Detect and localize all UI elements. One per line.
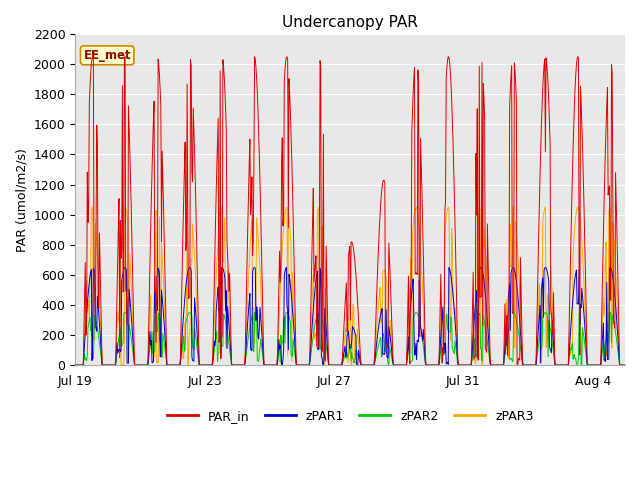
Title: Undercanopy PAR: Undercanopy PAR xyxy=(282,15,418,30)
Text: EE_met: EE_met xyxy=(83,49,131,62)
Y-axis label: PAR (umol/m2/s): PAR (umol/m2/s) xyxy=(15,148,28,252)
Legend: PAR_in, zPAR1, zPAR2, zPAR3: PAR_in, zPAR1, zPAR2, zPAR3 xyxy=(162,405,538,428)
